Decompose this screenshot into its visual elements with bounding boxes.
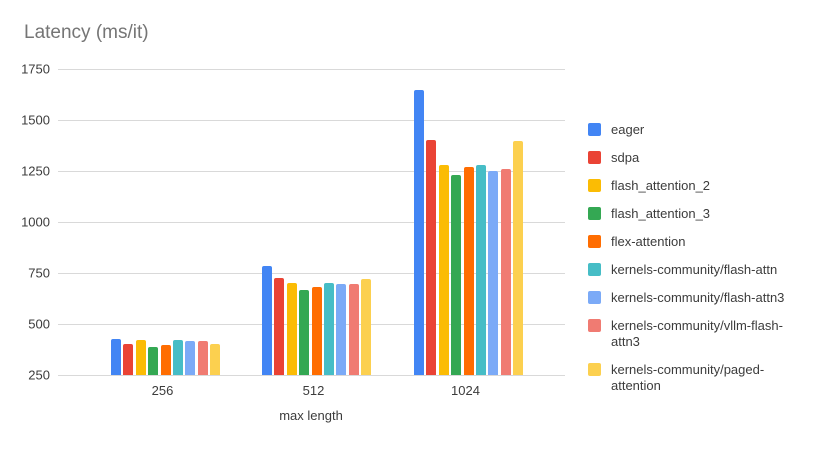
y-axis-tick-label: 250 bbox=[28, 367, 50, 383]
gridline bbox=[58, 171, 565, 172]
legend-swatch-icon bbox=[588, 263, 601, 276]
legend-label: kernels-community/vllm-flash-attn3 bbox=[611, 318, 783, 349]
legend-swatch-icon bbox=[588, 179, 601, 192]
legend-item-kernels-community/vllm-flash-attn3: kernels-community/vllm-flash-attn3 bbox=[588, 318, 803, 350]
legend-label: kernels-community/flash-attn3 bbox=[611, 290, 785, 305]
legend-swatch-icon bbox=[588, 291, 601, 304]
legend-item-kernels-community/flash-attn: kernels-community/flash-attn bbox=[588, 262, 803, 278]
x-axis-category-label: 256 bbox=[151, 383, 174, 398]
legend-item-sdpa: sdpa bbox=[588, 150, 803, 166]
legend-swatch-icon bbox=[588, 363, 601, 376]
legend-item-kernels-community/paged-attention: kernels-community/paged-attention bbox=[588, 362, 803, 394]
bar-sdpa-1024 bbox=[426, 140, 437, 375]
bar-flash_attention_2-512 bbox=[286, 282, 297, 375]
legend-swatch-icon bbox=[588, 319, 601, 332]
x-axis-title: max length bbox=[279, 408, 343, 423]
gridline bbox=[58, 120, 565, 121]
bar-kernels-community/flash-attn-256 bbox=[172, 339, 183, 375]
gridline bbox=[58, 222, 565, 223]
chart-title: Latency (ms/it) bbox=[24, 22, 149, 43]
x-axis-category-label: 1024 bbox=[451, 383, 480, 398]
legend-item-flash_attention_3: flash_attention_3 bbox=[588, 206, 803, 222]
legend-label: eager bbox=[611, 122, 645, 137]
bar-kernels-community/flash-attn-512 bbox=[323, 283, 334, 375]
bar-flash_attention_2-256 bbox=[135, 340, 146, 375]
bar-kernels-community/flash-attn-1024 bbox=[475, 165, 486, 375]
bar-eager-512 bbox=[261, 265, 272, 375]
bar-flash_attention_3-1024 bbox=[451, 175, 462, 375]
legend-label: kernels-community/paged-attention bbox=[611, 362, 765, 393]
legend-swatch-icon bbox=[588, 123, 601, 136]
bar-kernels-community/vllm-flash-attn3-512 bbox=[348, 284, 359, 375]
y-axis-tick-label: 1750 bbox=[21, 61, 50, 77]
bar-flex-attention-512 bbox=[311, 287, 322, 375]
y-axis-tick-label: 500 bbox=[28, 316, 50, 332]
y-axis-tick-label: 1250 bbox=[21, 163, 50, 179]
bar-sdpa-512 bbox=[274, 277, 285, 375]
y-axis-tick-label: 1500 bbox=[21, 112, 50, 128]
bar-kernels-community/paged-attention-256 bbox=[210, 344, 221, 375]
y-axis-tick-label: 1000 bbox=[21, 214, 50, 230]
bar-flash_attention_3-512 bbox=[299, 289, 310, 375]
bar-eager-256 bbox=[110, 339, 121, 375]
legend-label: sdpa bbox=[611, 150, 640, 165]
legend: eager sdpa flash_attention_2 flash_attentio… bbox=[588, 122, 803, 394]
legend-swatch-icon bbox=[588, 151, 601, 164]
bar-kernels-community/flash-attn3-256 bbox=[185, 341, 196, 375]
legend-item-kernels-community/flash-attn3: kernels-community/flash-attn3 bbox=[588, 290, 803, 306]
legend-item-flash_attention_2: flash_attention_2 bbox=[588, 178, 803, 194]
legend-swatch-icon bbox=[588, 235, 601, 248]
gridline bbox=[58, 273, 565, 274]
bar-flex-attention-1024 bbox=[463, 166, 474, 375]
x-axis-category-label: 512 bbox=[302, 383, 325, 398]
bar-kernels-community/vllm-flash-attn3-1024 bbox=[500, 169, 511, 375]
legend-swatch-icon bbox=[588, 207, 601, 220]
y-axis-tick-label: 750 bbox=[28, 265, 50, 281]
bar-flash_attention_2-1024 bbox=[438, 164, 449, 375]
legend-label: flex-attention bbox=[611, 234, 686, 249]
bar-eager-1024 bbox=[413, 90, 424, 375]
legend-item-flex-attention: flex-attention bbox=[588, 234, 803, 250]
bar-flex-attention-256 bbox=[160, 345, 171, 375]
legend-label: flash_attention_3 bbox=[611, 206, 711, 221]
gridline bbox=[58, 375, 565, 376]
bar-sdpa-256 bbox=[123, 343, 134, 375]
legend-item-eager: eager bbox=[588, 122, 803, 138]
bar-flash_attention_3-256 bbox=[148, 346, 159, 375]
bar-kernels-community/paged-attention-512 bbox=[361, 279, 372, 375]
legend-label: flash_attention_2 bbox=[611, 178, 711, 193]
gridline bbox=[58, 69, 565, 70]
bar-kernels-community/flash-attn3-1024 bbox=[488, 171, 499, 375]
bar-kernels-community/flash-attn3-512 bbox=[336, 284, 347, 375]
legend-label: kernels-community/flash-attn bbox=[611, 262, 778, 277]
bar-kernels-community/paged-attention-1024 bbox=[513, 141, 524, 375]
bar-kernels-community/vllm-flash-attn3-256 bbox=[197, 340, 208, 375]
